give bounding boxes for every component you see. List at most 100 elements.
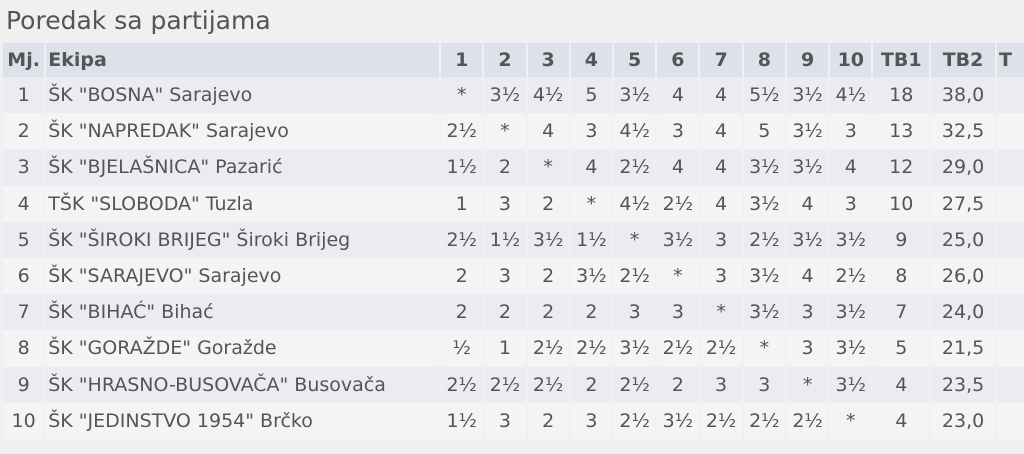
- result-cell: 3½: [830, 294, 872, 331]
- result-cell: 2: [657, 366, 699, 403]
- team-name[interactable]: ŠK "ŠIROKI BRIJEG" Široki Brijeg: [46, 221, 440, 258]
- result-cell: 2½: [657, 330, 699, 367]
- result-cell: 4½: [527, 77, 569, 114]
- result-cell: 2½: [657, 185, 699, 222]
- t-cell: [997, 77, 1024, 114]
- rank-cell: 2: [3, 113, 45, 150]
- team-name[interactable]: ŠK "NAPREDAK" Sarajevo: [46, 113, 440, 150]
- result-cell: 5: [743, 113, 785, 150]
- result-cell: 2½: [614, 257, 656, 295]
- result-cell: 3: [657, 113, 699, 150]
- result-cell: 2: [527, 257, 569, 295]
- column-header[interactable]: Mj.: [3, 43, 45, 77]
- result-cell: 1: [484, 330, 526, 367]
- rank-cell: 8: [3, 330, 45, 367]
- column-header[interactable]: 10: [830, 43, 872, 77]
- result-cell: 2: [570, 366, 613, 403]
- column-header[interactable]: 4: [570, 43, 613, 77]
- team-name[interactable]: ŠK "BIHAĆ" Bihać: [46, 294, 440, 331]
- t-cell: [997, 185, 1024, 222]
- result-cell: *: [657, 257, 699, 295]
- team-name[interactable]: ŠK "JEDINSTVO 1954" Brčko: [46, 402, 440, 439]
- table-row: 7 ŠK "BIHAĆ" Bihać 2 2 2 2 3 3 * 3½ 3 3½ 7 24,0: [3, 294, 1024, 331]
- result-cell: *: [743, 330, 785, 367]
- tb1-cell: 4: [873, 366, 930, 403]
- table-row: 1 ŠK "BOSNA" Sarajevo * 3½ 4½ 5 3½ 4 4 5½ 3½ 4½ 18 38…: [3, 77, 1024, 114]
- team-name[interactable]: ŠK "HRASNO-BUSOVAČA" Busovača: [46, 366, 440, 403]
- column-header[interactable]: 9: [786, 43, 829, 77]
- result-cell: 3½: [743, 185, 785, 222]
- tb2-cell: 25,0: [931, 221, 996, 258]
- result-cell: 3: [484, 257, 526, 295]
- result-cell: 3½: [657, 221, 699, 258]
- tb2-cell: 23,5: [931, 366, 996, 403]
- rank-cell: 3: [3, 149, 45, 186]
- result-cell: 3½: [527, 221, 569, 258]
- result-cell: 4: [786, 185, 829, 222]
- result-cell: 5½: [743, 77, 785, 114]
- result-cell: 2: [570, 294, 613, 331]
- result-cell: 3½: [786, 149, 829, 186]
- column-header[interactable]: 2: [484, 43, 526, 77]
- team-name[interactable]: ŠK "SARAJEVO" Sarajevo: [46, 257, 440, 295]
- tb2-cell: 24,0: [931, 294, 996, 331]
- result-cell: 4½: [830, 77, 872, 114]
- column-header[interactable]: 5: [614, 43, 656, 77]
- column-header[interactable]: T: [997, 43, 1024, 77]
- result-cell: *: [700, 294, 742, 331]
- result-cell: 3½: [484, 77, 526, 114]
- column-header[interactable]: 6: [657, 43, 699, 77]
- result-cell: 3½: [743, 149, 785, 186]
- table-row: 2 ŠK "NAPREDAK" Sarajevo 2½ * 4 3 4½ 3 4 5 3½ 3 13 32…: [3, 113, 1024, 150]
- result-cell: 1½: [484, 221, 526, 258]
- team-name[interactable]: ŠK "BJELAŠNICA" Pazarić: [46, 149, 440, 186]
- t-cell: [997, 366, 1024, 403]
- result-cell: 3½: [786, 221, 829, 258]
- result-cell: 2: [441, 257, 483, 295]
- table-row: 4 TŠK "SLOBODA" Tuzla 1 3 2 * 4½ 2½ 4 3½ 4 3 10 27,5: [3, 185, 1024, 222]
- rank-cell: 7: [3, 294, 45, 331]
- result-cell: *: [441, 77, 483, 114]
- result-cell: 3½: [830, 221, 872, 258]
- table-row: 9 ŠK "HRASNO-BUSOVAČA" Busovača 2½ 2½ 2½ 2 2½ 2…: [3, 366, 1024, 403]
- column-header[interactable]: 8: [743, 43, 785, 77]
- rank-cell: 9: [3, 366, 45, 403]
- table-row: 8 ŠK "GORAŽDE" Goražde ½ 1 2½ 2½ 3½ 2½ 2½ * 3 3½ 5 21…: [3, 330, 1024, 367]
- result-cell: *: [527, 149, 569, 186]
- result-cell: 2: [527, 185, 569, 222]
- tb2-cell: 38,0: [931, 77, 996, 114]
- column-header[interactable]: TB1: [873, 43, 930, 77]
- result-cell: 2½: [700, 330, 742, 367]
- column-header[interactable]: 7: [700, 43, 742, 77]
- result-cell: 2: [441, 294, 483, 331]
- rank-cell: 1: [3, 77, 45, 114]
- result-cell: 3: [700, 366, 742, 403]
- result-cell: 3½: [614, 77, 656, 114]
- column-header[interactable]: 1: [441, 43, 483, 77]
- column-header[interactable]: 3: [527, 43, 569, 77]
- tb1-cell: 10: [873, 185, 930, 222]
- tb1-cell: 18: [873, 77, 930, 114]
- result-cell: 3½: [786, 77, 829, 114]
- result-cell: *: [614, 221, 656, 258]
- t-cell: [997, 113, 1024, 150]
- tb1-cell: 13: [873, 113, 930, 150]
- result-cell: 3½: [830, 366, 872, 403]
- tb2-cell: 23,0: [931, 402, 996, 439]
- result-cell: 2½: [441, 221, 483, 258]
- team-name[interactable]: ŠK "BOSNA" Sarajevo: [46, 77, 440, 114]
- result-cell: 2½: [614, 366, 656, 403]
- result-cell: 3½: [743, 257, 785, 295]
- result-cell: 2½: [570, 330, 613, 367]
- result-cell: 4: [657, 77, 699, 114]
- standings-table: Mj. Ekipa 1 2 3 4 5 6 7 8 9 10 TB1 TB2 T 1 ŠK "BOSNA" S…: [1, 43, 1024, 439]
- result-cell: 3½: [570, 257, 613, 295]
- team-name[interactable]: TŠK "SLOBODA" Tuzla: [46, 185, 440, 222]
- result-cell: 3: [614, 294, 656, 331]
- column-header[interactable]: Ekipa: [46, 43, 440, 77]
- result-cell: 3½: [830, 330, 872, 367]
- result-cell: 1½: [570, 221, 613, 258]
- team-name[interactable]: ŠK "GORAŽDE" Goražde: [46, 330, 440, 367]
- column-header[interactable]: TB2: [931, 43, 996, 77]
- result-cell: *: [786, 366, 829, 403]
